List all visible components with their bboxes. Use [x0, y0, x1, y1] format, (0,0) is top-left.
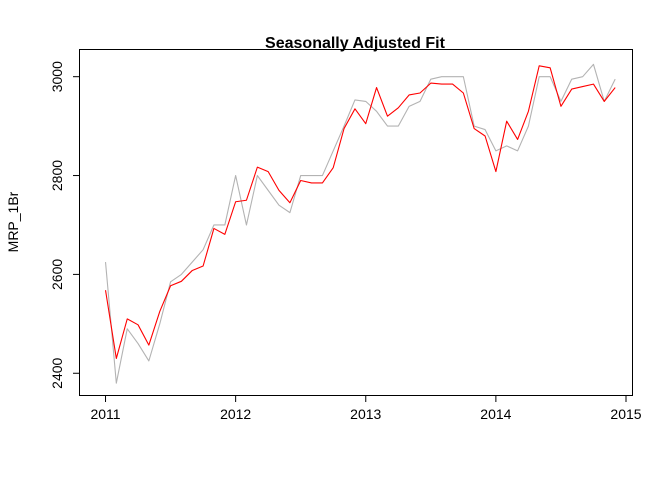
x-tick-label: 2013	[350, 406, 381, 422]
x-tick-label: 2015	[610, 406, 641, 422]
plot-area-border	[79, 49, 633, 396]
y-tick-label: 3000	[49, 61, 65, 92]
x-tick-label: 2012	[220, 406, 251, 422]
chart-title: Seasonally Adjusted Fit	[265, 35, 446, 52]
y-tick-label: 2400	[49, 357, 65, 388]
x-axis: 2011 2012 2013 2014 2015	[90, 395, 642, 422]
fitted-series-line	[104, 65, 616, 359]
series-layer	[104, 63, 616, 384]
observed-series-line	[104, 63, 616, 384]
x-tick-label: 2014	[480, 406, 511, 422]
y-axis: 2400 2600 2800 3000	[49, 61, 80, 389]
y-axis-label: MRP_1Br	[5, 191, 21, 252]
y-tick-label: 2800	[49, 160, 65, 191]
x-tick-label: 2011	[90, 406, 120, 422]
y-tick-label: 2600	[49, 259, 65, 290]
